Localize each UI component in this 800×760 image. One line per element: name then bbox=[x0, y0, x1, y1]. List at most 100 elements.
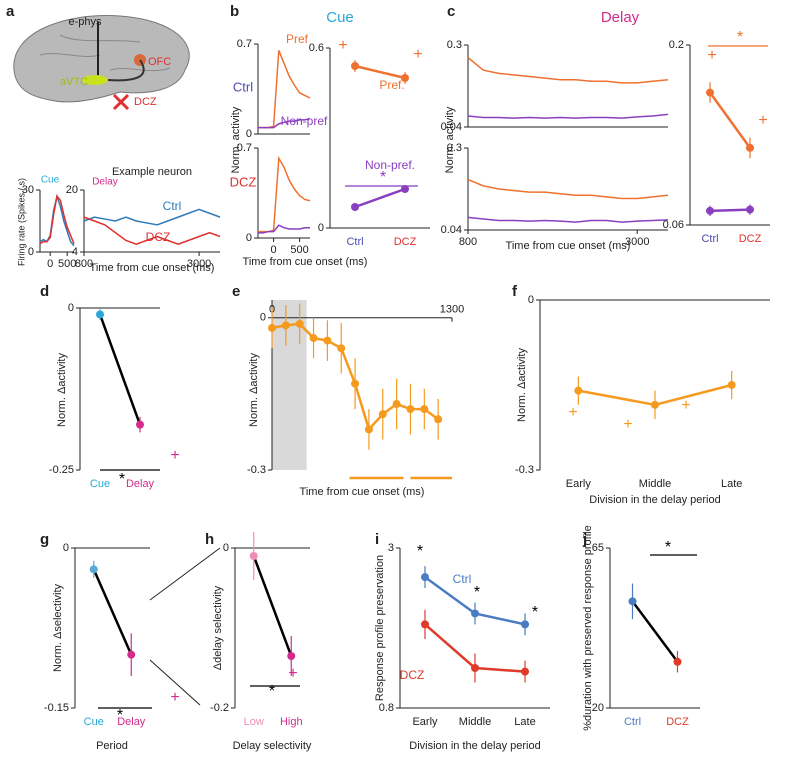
data-point bbox=[706, 88, 714, 97]
data-point bbox=[351, 203, 359, 211]
annotation: * bbox=[665, 539, 671, 556]
x-tick-label: 0 bbox=[47, 258, 53, 270]
annotation: * bbox=[380, 169, 386, 186]
panel-label: j bbox=[582, 531, 587, 548]
brain bbox=[13, 15, 190, 103]
heading: Cue bbox=[326, 9, 354, 26]
annotation: * bbox=[269, 683, 275, 700]
y-axis-label: Firing rate (Spikes / s) bbox=[16, 178, 26, 266]
x-axis-label: Period bbox=[96, 740, 128, 752]
series-line bbox=[354, 64, 406, 80]
x-tick-label: 500 bbox=[290, 244, 308, 256]
data-point bbox=[351, 62, 359, 70]
data-point bbox=[401, 185, 409, 193]
series-line bbox=[252, 555, 293, 657]
data-point bbox=[651, 400, 659, 409]
panel-label: i bbox=[375, 531, 379, 548]
x-tick-label: Early bbox=[412, 716, 438, 728]
y-tick-label: -0.15 bbox=[44, 702, 69, 714]
y-tick-label: 0.3 bbox=[447, 142, 462, 154]
annotation: * bbox=[119, 471, 125, 488]
y-tick-label: 0 bbox=[63, 542, 69, 554]
series-line bbox=[98, 314, 142, 426]
series-line bbox=[467, 216, 669, 223]
y-axis-label: Norm. activity bbox=[230, 106, 242, 173]
data-point bbox=[89, 565, 98, 574]
x-tick-label: Cue bbox=[84, 716, 104, 728]
x-axis-label: Time from cue onset (ms) bbox=[243, 256, 368, 268]
data-point bbox=[364, 425, 373, 434]
data-point bbox=[96, 310, 104, 319]
data-point bbox=[309, 334, 318, 343]
side-label: Ctrl bbox=[233, 79, 253, 94]
y-tick-label: 0.06 bbox=[663, 219, 684, 231]
data-point bbox=[471, 609, 479, 618]
series-line bbox=[39, 193, 75, 247]
x-tick-label: 800 bbox=[459, 236, 477, 248]
x-tick-label: 1300 bbox=[440, 304, 464, 316]
x-tick-label: DCZ bbox=[394, 236, 417, 248]
data-point bbox=[287, 652, 296, 660]
y-axis-label: Norm. activity bbox=[444, 106, 456, 173]
panel-label: h bbox=[205, 531, 214, 548]
x-tick-label: 3000 bbox=[625, 236, 649, 248]
annotation: * bbox=[117, 707, 123, 724]
projection bbox=[107, 59, 145, 82]
series-line bbox=[467, 113, 669, 119]
data-point bbox=[574, 386, 583, 395]
shaded-region bbox=[272, 300, 307, 470]
y-tick-label: -0.3 bbox=[515, 464, 534, 476]
data-point bbox=[521, 620, 529, 629]
data-point bbox=[727, 381, 736, 389]
annotation: + bbox=[681, 397, 690, 414]
y-tick-label: 0.6 bbox=[309, 42, 324, 54]
brain-illustration: e-phys OFC aVTC DCZ bbox=[13, 15, 190, 111]
x-tick-label: Middle bbox=[459, 716, 491, 728]
y-tick-label: -0.2 bbox=[210, 702, 229, 714]
y-axis-label: %duration with preserved response profil… bbox=[582, 525, 594, 730]
series-line bbox=[467, 178, 669, 200]
y-tick-label: 0.04 bbox=[441, 224, 462, 236]
heading: Delay bbox=[601, 9, 640, 26]
y-tick-label: 0 bbox=[28, 246, 34, 258]
x-tick-label: Cue bbox=[90, 478, 110, 490]
y-tick-label: 0 bbox=[318, 222, 324, 234]
x-axis-label: Time from cue onset (ms) bbox=[506, 240, 631, 252]
annotation: * bbox=[737, 29, 743, 46]
series-label: Non-pref. bbox=[365, 158, 415, 172]
y-tick-label: 4 bbox=[72, 246, 78, 258]
y-tick-label: 0 bbox=[260, 312, 266, 324]
x-tick-label: Low bbox=[244, 716, 264, 728]
chart-title: Delay bbox=[92, 177, 118, 188]
y-tick-label: 0.3 bbox=[447, 39, 462, 51]
x-tick-label: Late bbox=[514, 716, 535, 728]
annotation: * bbox=[417, 543, 423, 560]
sulci bbox=[39, 34, 171, 72]
data-point bbox=[406, 405, 415, 414]
y-tick-label: 65 bbox=[592, 542, 604, 554]
series-label: DCZ bbox=[400, 668, 425, 682]
annotation: + bbox=[170, 447, 179, 464]
series-line bbox=[39, 194, 75, 245]
dcz-cross bbox=[112, 93, 130, 111]
y-tick-label: 0.04 bbox=[441, 121, 462, 133]
y-tick-label: -0.3 bbox=[247, 464, 266, 476]
series-label: DCZ bbox=[146, 230, 171, 244]
panel-label: g bbox=[40, 531, 49, 548]
side-label: DCZ bbox=[230, 174, 257, 189]
y-axis-label: Δdelay selectivity bbox=[212, 585, 224, 670]
data-point bbox=[421, 573, 429, 582]
label: DCZ bbox=[134, 96, 157, 108]
panel-label: b bbox=[230, 3, 239, 20]
x-axis-label: Division in the delay period bbox=[589, 494, 720, 506]
label: aVTC bbox=[60, 76, 88, 88]
data-point bbox=[706, 206, 714, 215]
series-label: Pref bbox=[286, 32, 309, 46]
series-line bbox=[258, 117, 311, 129]
x-tick-label: Late bbox=[721, 478, 742, 490]
data-point bbox=[136, 420, 144, 429]
x-tick-label: 3000 bbox=[187, 258, 211, 270]
data-point bbox=[337, 344, 346, 353]
label: e-phys bbox=[68, 16, 102, 28]
